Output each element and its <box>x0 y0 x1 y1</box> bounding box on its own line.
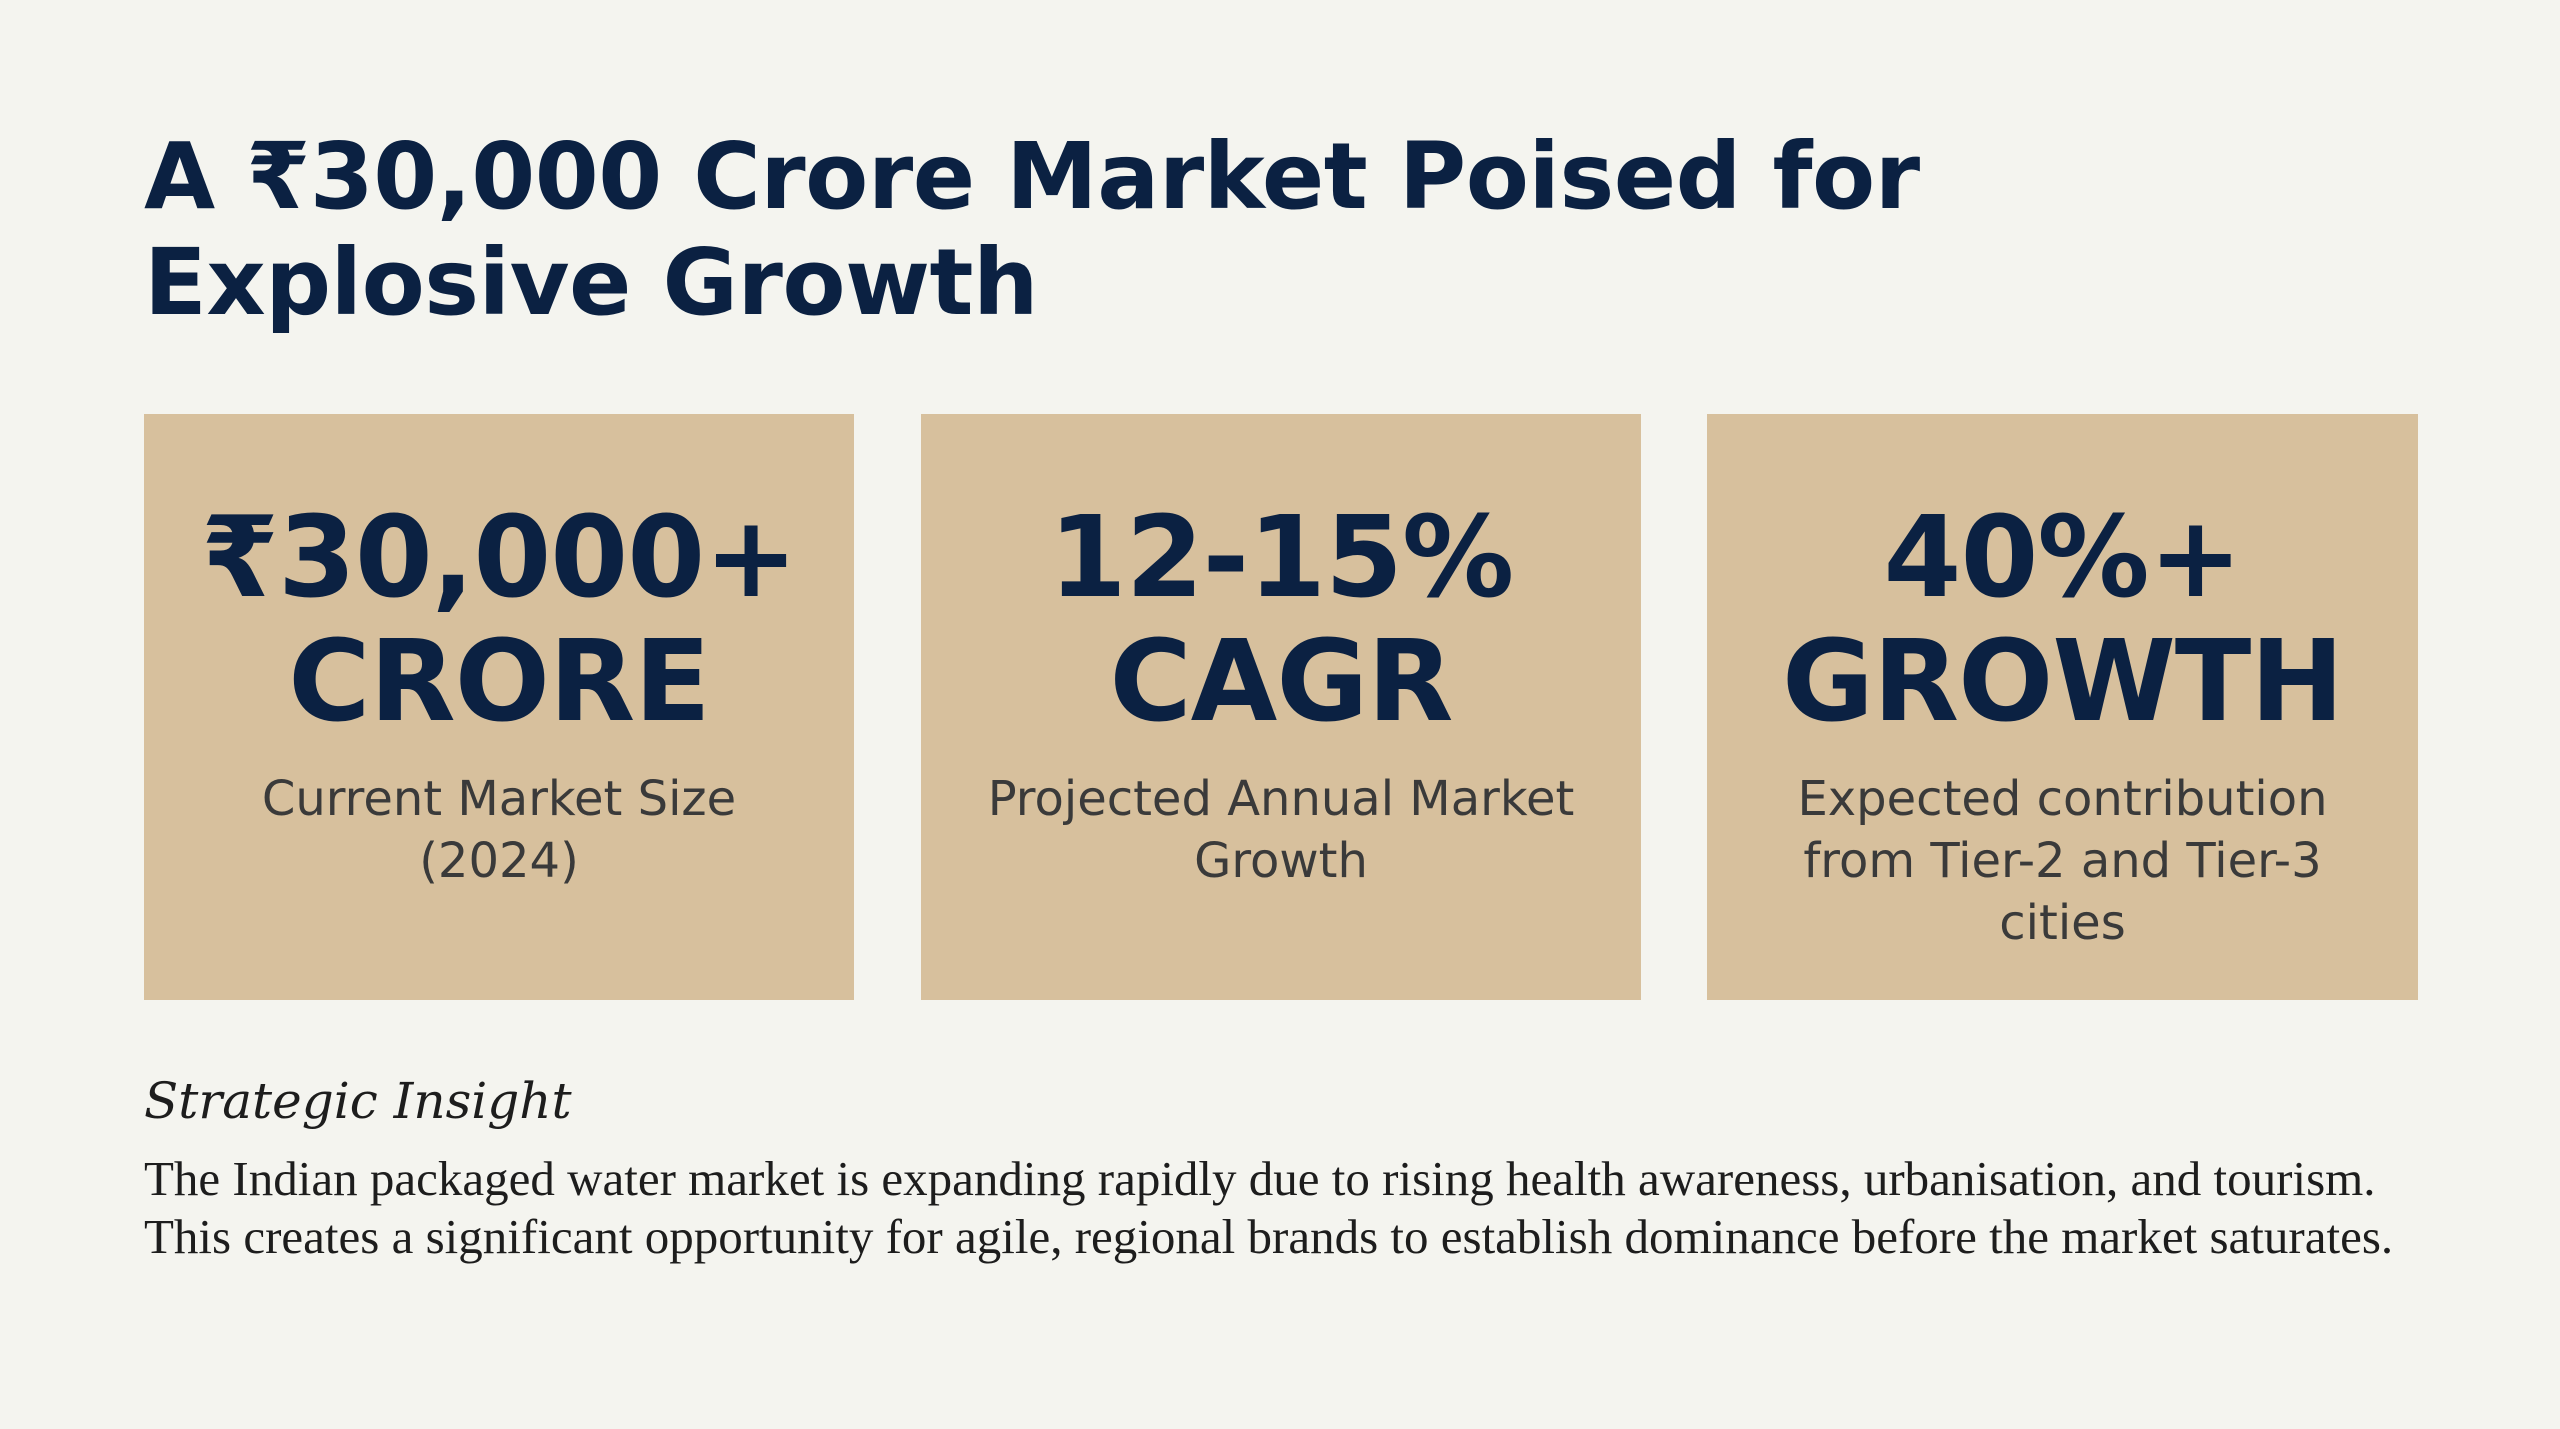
page-title: A ₹30,000 Crore Market Poised for Explos… <box>144 123 1920 336</box>
stat-card-cagr: 12-15% CAGR Projected Annual Market Grow… <box>921 414 1641 1000</box>
stat-value: ₹30,000+ <box>201 493 798 623</box>
stat-card-tier-growth: 40%+ GROWTH Expected contribution from T… <box>1707 414 2418 1000</box>
stat-description: Current Market Size (2024) <box>261 771 737 889</box>
stat-value: 12-15% <box>1048 493 1514 623</box>
insight-label: Strategic Insight <box>144 1072 572 1130</box>
stat-unit: CAGR <box>1109 617 1453 747</box>
stat-card-market-size: ₹30,000+ CRORE Current Market Size (2024… <box>144 414 854 1000</box>
stat-unit: CRORE <box>288 617 710 747</box>
stat-description: Projected Annual Market Growth <box>987 771 1575 889</box>
stat-description: Expected contribution from Tier-2 and Ti… <box>1797 771 2328 951</box>
stat-value: 40%+ <box>1883 493 2243 623</box>
insight-body: The Indian packaged water market is expa… <box>144 1151 2394 1264</box>
stat-unit: GROWTH <box>1781 617 2344 747</box>
